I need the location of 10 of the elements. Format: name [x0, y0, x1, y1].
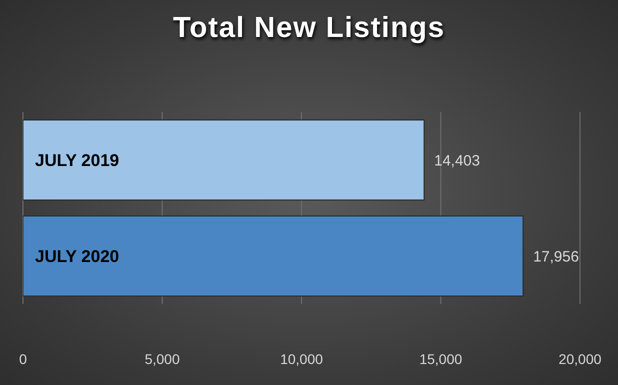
- y-tick-label: JULY 2020: [35, 247, 120, 266]
- x-tick-label: 20,000: [558, 350, 602, 367]
- chart-title: Total New Listings: [172, 12, 446, 45]
- data-label: 14,403: [434, 152, 480, 170]
- x-tick-label: 0: [19, 350, 28, 367]
- data-label: 17,956: [533, 248, 579, 266]
- y-tick-label: JULY 2019: [35, 151, 120, 170]
- x-tick-label: 5,000: [144, 350, 180, 367]
- x-tick-label: 15,000: [419, 350, 462, 367]
- x-tick-label: 10,000: [280, 350, 324, 367]
